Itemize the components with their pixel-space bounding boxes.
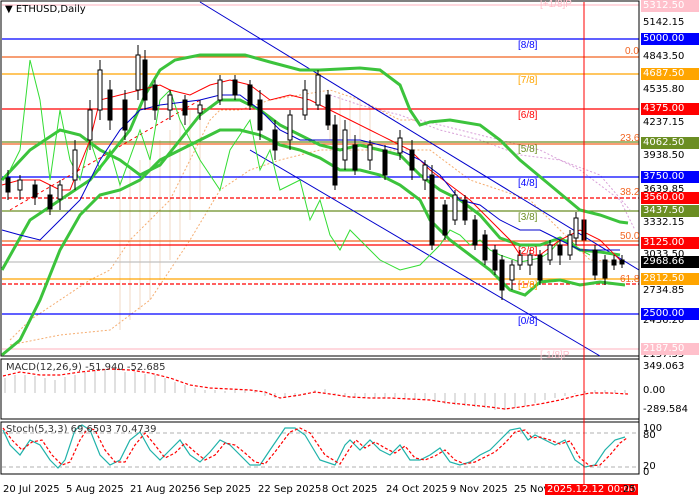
price-tick: 4535.80 bbox=[643, 84, 685, 95]
price-tick: 3639.85 bbox=[643, 184, 685, 195]
time-tick: 6 Sep 2025 bbox=[194, 484, 252, 495]
level-box: 2187.50 bbox=[641, 343, 699, 355]
time-tick: 8 Oct 2025 bbox=[322, 484, 378, 495]
price-tick: 2436.20 bbox=[643, 315, 685, 326]
symbol-title: ▼ ETHUSD,Daily bbox=[5, 4, 86, 16]
murray-label-minus1: [-1/8]P bbox=[540, 350, 570, 361]
level-box: 4687.50 bbox=[641, 68, 699, 80]
murray-label-8: [8/8] bbox=[518, 40, 538, 51]
time-tick: 5 Aug 2025 bbox=[66, 484, 124, 495]
current-price-box: 2968.66 bbox=[641, 256, 699, 268]
macd-tick: -289.584 bbox=[643, 404, 688, 415]
price-tick: 3332.15 bbox=[643, 217, 685, 228]
level-box: 3750.00 bbox=[641, 171, 699, 183]
macd-tick: 349.063 bbox=[643, 361, 685, 372]
level-box: 5312.50 bbox=[641, 0, 699, 12]
time-tick-trailing: 25 bbox=[623, 484, 636, 495]
murray-label-3: [3/8] bbox=[518, 212, 538, 223]
stoch-label: Stoch(5,3,3) 69.6503 70.4739 bbox=[6, 424, 157, 435]
price-tick: 3033.50 bbox=[643, 249, 685, 260]
stoch-tick: 80 bbox=[643, 430, 656, 441]
level-box: 5000.00 bbox=[641, 33, 699, 45]
level-box: 4375.00 bbox=[641, 103, 699, 115]
stoch-tick: 20 bbox=[643, 461, 656, 472]
dropdown-triangle-icon[interactable]: ▼ bbox=[5, 4, 13, 15]
price-tick: 5142.15 bbox=[643, 17, 685, 28]
stoch-tick: 100 bbox=[643, 423, 663, 434]
stoch-tick: 0 bbox=[643, 467, 650, 478]
time-tick: 9 Nov 2025 bbox=[450, 484, 508, 495]
time-tick: 24 Oct 2025 bbox=[386, 484, 448, 495]
murray-label-1: [1/8] bbox=[518, 280, 538, 291]
macd-label: MACD(12,26,9) -51.940 -52.685 bbox=[6, 362, 166, 373]
symbol-title-text: ETHUSD,Daily bbox=[15, 4, 86, 15]
level-box: 4062.50 bbox=[641, 137, 699, 149]
fib-label-23-6: 23.6 bbox=[620, 133, 640, 144]
level-box: 3560.00 bbox=[641, 192, 699, 204]
price-tick: 4843.50 bbox=[643, 51, 685, 62]
murray-label-7: [7/8] bbox=[518, 75, 538, 86]
murray-label-5: [5/8] bbox=[518, 144, 538, 155]
time-tick: 21 Aug 2025 bbox=[130, 484, 195, 495]
level-box: 3125.00 bbox=[641, 237, 699, 249]
murray-label-plus1: [+1/8]P bbox=[540, 0, 572, 10]
fib-label-0: 0.0 bbox=[625, 46, 639, 57]
level-box: 3437.50 bbox=[641, 205, 699, 217]
fib-label-61-8: 61.8 bbox=[620, 274, 640, 285]
time-tick: 22 Sep 2025 bbox=[258, 484, 322, 495]
level-box: 2500.00 bbox=[641, 308, 699, 320]
murray-label-4: [4/8] bbox=[518, 178, 538, 189]
macd-tick: 0.00 bbox=[643, 385, 666, 396]
fib-label-50: 50.0 bbox=[620, 231, 640, 242]
murray-label-2: [2/8] bbox=[518, 246, 538, 257]
fib-label-38-2: 38.2 bbox=[620, 187, 640, 198]
price-tick: 2734.85 bbox=[643, 285, 685, 296]
price-tick: 4237.15 bbox=[643, 117, 685, 128]
murray-label-6: [6/8] bbox=[518, 110, 538, 121]
price-tick: 3938.50 bbox=[643, 150, 685, 161]
time-tick: 20 Jul 2025 bbox=[3, 484, 60, 495]
time-cursor-label: 2025.12.12 00:00 bbox=[545, 484, 639, 495]
murray-label-0: [0/8] bbox=[518, 316, 538, 327]
level-box: 2812.50 bbox=[641, 273, 699, 285]
